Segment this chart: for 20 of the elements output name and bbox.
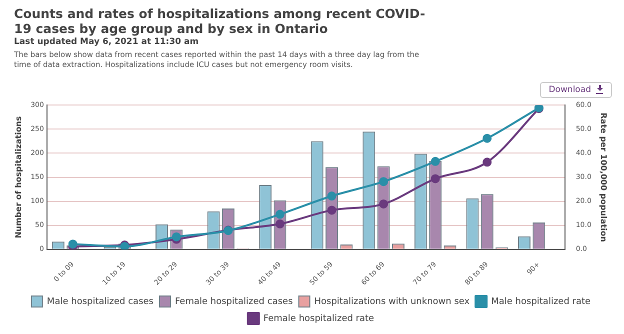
- point: [275, 210, 284, 219]
- point: [379, 177, 388, 186]
- chart-title: Counts and rates of hospitalizations among recent COVID-19 cases by age group and by sex in Ontario: [14, 6, 426, 36]
- point: [430, 156, 440, 166]
- chart-subtitle: Last updated May 6, 2021 at 11:30 am: [14, 37, 200, 47]
- point: [430, 174, 440, 184]
- download-button: Download: [540, 82, 612, 98]
- legend-label: Male hospitalized rate: [491, 296, 592, 307]
- point: [327, 206, 336, 215]
- legend-label: Hospitalizations with unknown sex: [314, 296, 470, 307]
- point: [482, 158, 492, 167]
- point: [482, 134, 492, 143]
- point: [275, 219, 284, 228]
- point: [327, 192, 336, 201]
- legend-label: Male hospitalized cases: [46, 296, 154, 307]
- legend-label: Female hospitalized rate: [263, 314, 375, 324]
- y2-axis-title: Rate per 100,000 population: [599, 112, 608, 242]
- point: [379, 199, 388, 208]
- legend-label: Female hospitalized cases: [174, 296, 294, 307]
- y-axis-title: Number of hospitalizations: [14, 116, 23, 238]
